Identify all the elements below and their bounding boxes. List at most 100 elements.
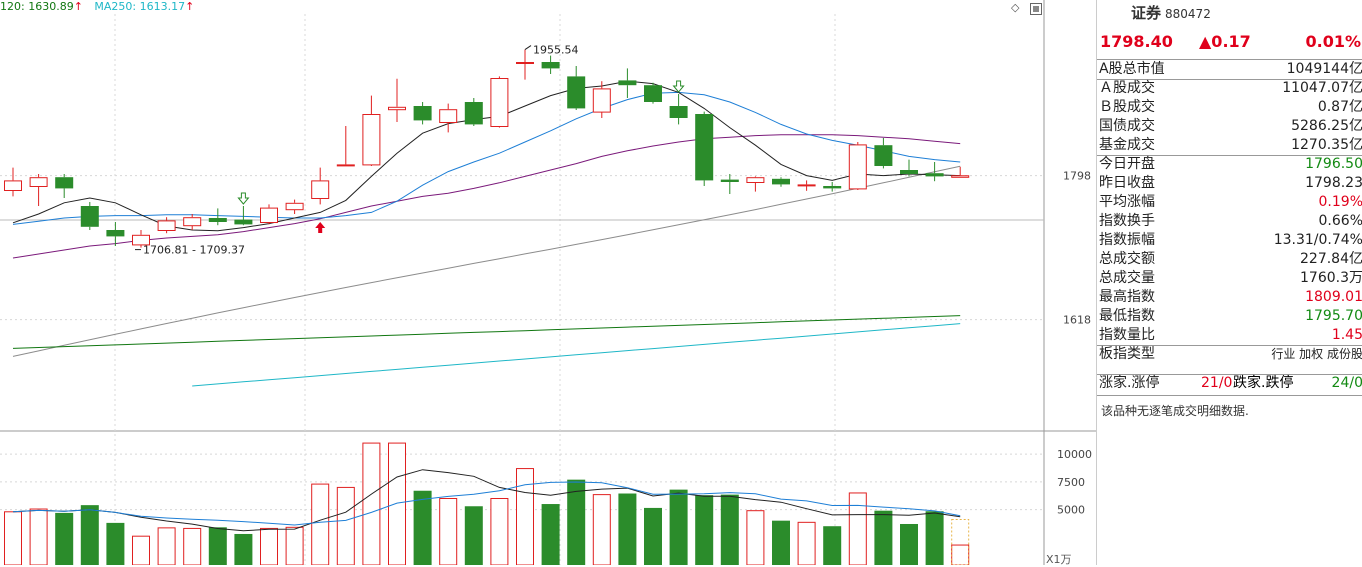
- candle-body: [80, 206, 99, 227]
- price-change-pct: 0.01%: [1305, 32, 1361, 51]
- row-value: 1796.50: [1305, 156, 1362, 172]
- panel-row: 指数换手 0.66%: [1099, 212, 1362, 231]
- down-signal-icon: [672, 80, 685, 93]
- candle-body: [413, 106, 432, 121]
- row-label: 总成交量: [1099, 270, 1155, 286]
- volume-ma5-line: [12, 469, 961, 532]
- candle-body: [592, 88, 611, 113]
- candle-body: [772, 178, 790, 185]
- ma5-line: [12, 80, 961, 232]
- updown-value-down: 24/0: [1331, 375, 1362, 391]
- candle-body: [618, 80, 637, 86]
- candle-body: [900, 170, 918, 174]
- volume-bar: [208, 527, 227, 565]
- volume-bar: [106, 522, 125, 565]
- candle-body: [285, 202, 304, 211]
- row-label: 指数换手: [1099, 213, 1155, 229]
- close-icon[interactable]: [1030, 3, 1042, 15]
- up-signal-icon: [315, 222, 326, 233]
- volume-bar: [823, 526, 842, 565]
- candle-body: [925, 173, 944, 177]
- row-label: 基金成交: [1099, 137, 1155, 153]
- ma120-arrow: ↑: [73, 0, 83, 13]
- candle-body: [746, 177, 765, 183]
- candle-body: [132, 234, 150, 246]
- ma250-arrow: ↑: [185, 0, 195, 13]
- divider: [1097, 79, 1362, 80]
- volume-bar: [720, 494, 739, 565]
- diamond-icon[interactable]: ◇: [1011, 1, 1020, 14]
- volume-bar: [772, 520, 790, 565]
- candle-body: [388, 106, 406, 111]
- volume-bar: [362, 442, 381, 565]
- panel-row: 指数振幅 13.31/0.74%: [1099, 231, 1362, 250]
- info-panel: 证券 880472 1798.40 ▲0.17 0.01% A股总市值 104914…: [1096, 0, 1362, 565]
- row-value: 1049144亿: [1286, 61, 1362, 77]
- price-change: ▲0.17: [1199, 32, 1251, 51]
- row-value: 5286.25亿: [1291, 118, 1362, 134]
- row-label: 指数量比: [1099, 327, 1155, 343]
- volume-bar: [388, 442, 406, 565]
- volume-bar: [29, 508, 48, 565]
- candle-body: [695, 114, 714, 181]
- tick-note: 该品种无逐笔成交明细数据.: [1101, 404, 1249, 418]
- divider: [1097, 59, 1362, 60]
- volume-bar: [132, 535, 150, 565]
- row-label: 最高指数: [1099, 289, 1155, 305]
- candle-body: [29, 177, 48, 187]
- volume-bar: [874, 510, 893, 565]
- panel-row: 板指类型 行业 加权 成份股: [1099, 345, 1362, 364]
- row-value: 11047.07亿: [1282, 80, 1362, 96]
- candle-body: [336, 164, 355, 167]
- row-label: A股总市值: [1099, 61, 1165, 77]
- panel-row: 国债成交 5286.25亿: [1099, 117, 1362, 136]
- candle-body: [234, 219, 253, 225]
- volume-unit-label: X1万: [1046, 553, 1072, 566]
- row-label: 昨日收盘: [1099, 175, 1155, 191]
- row-value: 1809.01: [1305, 289, 1362, 305]
- volume-tick-label: 5000: [1057, 504, 1085, 517]
- row-value: 227.84亿: [1300, 251, 1362, 267]
- volume-bar: [439, 498, 458, 565]
- price-tick-label: 1618: [1063, 314, 1091, 327]
- volume-bar: [260, 527, 278, 565]
- candle-body: [848, 144, 867, 190]
- row-value: 0.66%: [1318, 213, 1362, 229]
- row-value: 0.19%: [1318, 194, 1362, 210]
- candle-body: [516, 62, 534, 64]
- panel-title: 证券 880472: [1131, 2, 1211, 24]
- candle-body: [541, 62, 560, 69]
- ma-legend: 120: 1630.89↑ MA250: 1613.17↑: [0, 0, 204, 14]
- volume-bar: [900, 523, 918, 565]
- panel-row: 总成交额 227.84亿: [1099, 250, 1362, 269]
- down-signal-icon: [237, 192, 250, 205]
- candle-body: [797, 184, 816, 187]
- volume-bar: [413, 490, 432, 565]
- row-value: 1795.70: [1305, 308, 1362, 324]
- candle-body: [490, 78, 509, 127]
- high-pointer: [524, 45, 532, 51]
- volume-bar: [157, 527, 176, 565]
- panel-row: 指数量比 1.45: [1099, 326, 1362, 345]
- volume-bar: [80, 505, 99, 565]
- volume-bar: [541, 504, 560, 565]
- panel-row: 今日开盘 1796.50: [1099, 155, 1362, 174]
- volume-bar: [55, 512, 74, 565]
- ma120-label: 120: 1630.89: [0, 0, 74, 13]
- panel-row: 平均涨幅 0.19%: [1099, 193, 1362, 212]
- panel-row: Ａ股成交 11047.07亿: [1099, 79, 1362, 98]
- row-value: 1.45: [1331, 327, 1362, 343]
- row-label: 板指类型: [1099, 346, 1155, 362]
- kline-chart[interactable]: 1798 1618 10000 7500 5000 1955.54 1706.81 - 17…: [0, 0, 1096, 565]
- candle-body: [439, 109, 458, 123]
- divider: [1097, 155, 1362, 156]
- row-label: 平均涨幅: [1099, 194, 1155, 210]
- volume-bar: [336, 486, 355, 565]
- candle-body: [55, 177, 74, 189]
- candle-body: [951, 175, 970, 178]
- updown-row: 涨家.涨停 21/0 跌家.跌停 24/0: [1099, 374, 1362, 393]
- volume-bar: [592, 494, 611, 565]
- candle-body: [362, 114, 381, 166]
- volume-bar: [311, 483, 330, 565]
- candle-body: [720, 179, 739, 182]
